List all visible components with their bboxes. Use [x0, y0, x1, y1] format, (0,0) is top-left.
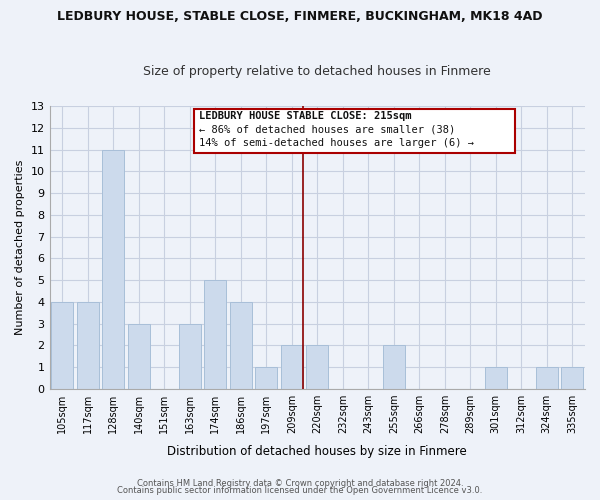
Bar [562, 368, 583, 389]
Title: Size of property relative to detached houses in Finmere: Size of property relative to detached ho… [143, 66, 491, 78]
Bar [205, 280, 226, 389]
Bar [485, 368, 506, 389]
Bar [307, 346, 328, 389]
Bar [230, 302, 251, 389]
Y-axis label: Number of detached properties: Number of detached properties [15, 160, 25, 335]
Bar [383, 346, 404, 389]
Bar [77, 302, 98, 389]
Bar [103, 150, 124, 389]
Bar [52, 302, 73, 389]
Text: LEDBURY HOUSE STABLE CLOSE: 215sqm: LEDBURY HOUSE STABLE CLOSE: 215sqm [199, 111, 412, 121]
Bar [536, 368, 557, 389]
Text: Contains public sector information licensed under the Open Government Licence v3: Contains public sector information licen… [118, 486, 482, 495]
Bar [179, 324, 200, 389]
Bar [281, 346, 302, 389]
Bar [128, 324, 149, 389]
Text: 14% of semi-detached houses are larger (6) →: 14% of semi-detached houses are larger (… [199, 138, 475, 147]
Text: ← 86% of detached houses are smaller (38): ← 86% of detached houses are smaller (38… [199, 124, 456, 134]
FancyBboxPatch shape [194, 109, 515, 152]
X-axis label: Distribution of detached houses by size in Finmere: Distribution of detached houses by size … [167, 444, 467, 458]
Text: Contains HM Land Registry data © Crown copyright and database right 2024.: Contains HM Land Registry data © Crown c… [137, 478, 463, 488]
Text: LEDBURY HOUSE, STABLE CLOSE, FINMERE, BUCKINGHAM, MK18 4AD: LEDBURY HOUSE, STABLE CLOSE, FINMERE, BU… [57, 10, 543, 23]
Bar [256, 368, 277, 389]
